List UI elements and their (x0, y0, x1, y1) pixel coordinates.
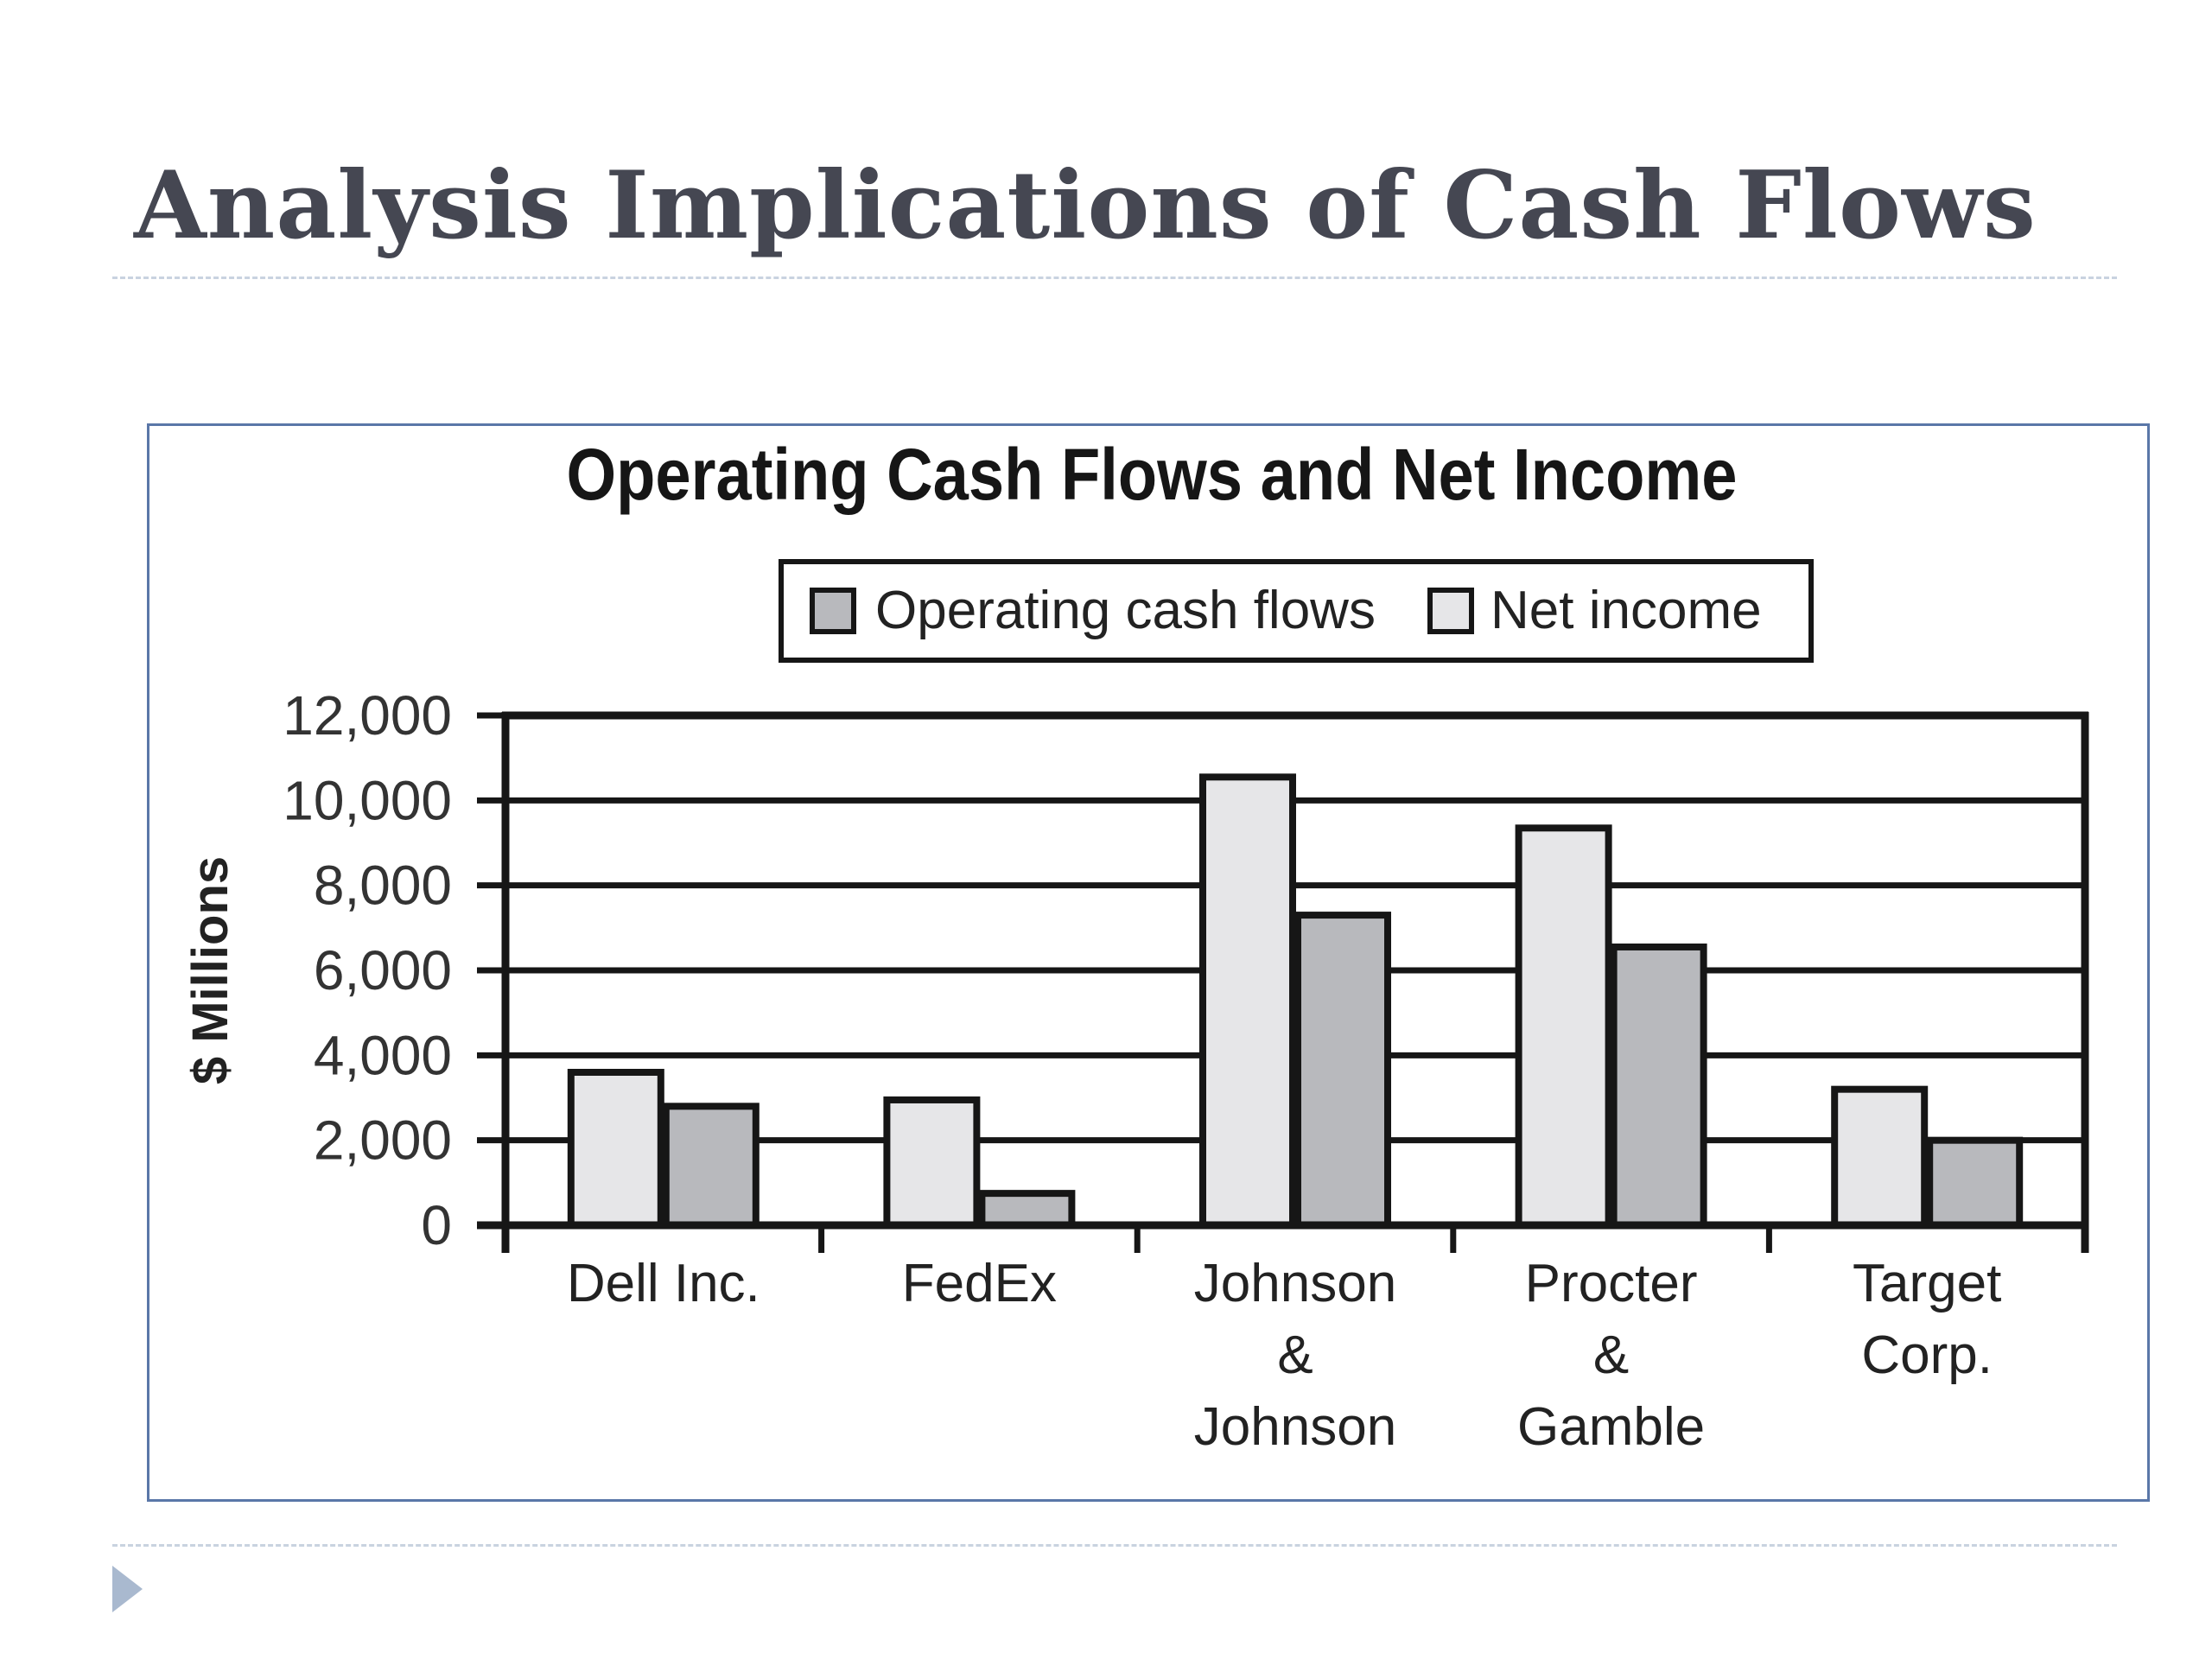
title-divider (112, 276, 2117, 279)
bar-net-income (883, 1096, 981, 1229)
bullet-arrow-icon (112, 1566, 143, 1612)
legend-swatch-net-income (1427, 588, 1474, 634)
bar-net-income (1199, 773, 1296, 1229)
x-category-label: Gamble (1517, 1397, 1705, 1457)
legend-label-operating-cash-flows: Operating cash flows (875, 581, 1376, 640)
y-tick-label: 6,000 (314, 939, 452, 1001)
bar-net-income (1515, 824, 1612, 1229)
y-tick-label: 2,000 (314, 1109, 452, 1172)
legend-label-net-income: Net income (1491, 581, 1762, 640)
y-tick-label: 10,000 (283, 769, 452, 831)
chart-svg: Operating Cash Flows and Net Income Oper… (182, 434, 2089, 1457)
x-category-label: & (1593, 1325, 1629, 1385)
x-category-label: Johnson (1194, 1397, 1396, 1457)
y-tick-label: 0 (421, 1194, 452, 1256)
bar-net-income (1831, 1085, 1929, 1230)
bar-net-income (567, 1069, 664, 1229)
bar-operating-cash-flows (1926, 1136, 2024, 1230)
bar-operating-cash-flows (978, 1190, 1076, 1229)
legend-swatch-operating-cash-flows (810, 588, 856, 634)
category-labels: Dell Inc. FedEx Johnson & Johnson Procter & Gam… (567, 1254, 2002, 1457)
slide-title: Analysis Implications of Cash Flows (134, 151, 2037, 260)
x-category-label: Johnson (1194, 1254, 1396, 1313)
x-category-label: & (1277, 1325, 1313, 1385)
y-axis-ticks: 0 2,000 4,000 6,000 8,000 10,000 12,000 (283, 684, 505, 1256)
bars (567, 773, 2024, 1230)
bar-operating-cash-flows (1294, 912, 1391, 1229)
x-category-label: Procter (1525, 1254, 1698, 1313)
chart-title: Operating Cash Flows and Net Income (567, 434, 1738, 515)
legend: Operating cash flows Net income (779, 559, 1814, 663)
y-tick-label: 8,000 (314, 855, 452, 917)
axes (477, 711, 2089, 1253)
footer-divider (112, 1544, 2117, 1547)
legend-box (779, 559, 1814, 663)
x-category-label: Dell Inc. (567, 1254, 760, 1313)
x-category-label: Corp. (1861, 1325, 1993, 1385)
chart-frame: Operating Cash Flows and Net Income Oper… (147, 423, 2150, 1502)
x-category-label: FedEx (902, 1254, 1057, 1313)
bar-operating-cash-flows (1610, 943, 1707, 1229)
x-category-label: Target (1853, 1254, 2001, 1313)
y-tick-label: 12,000 (283, 684, 452, 747)
y-tick-label: 4,000 (314, 1024, 452, 1086)
bar-operating-cash-flows (662, 1103, 760, 1229)
y-axis-title: $ Millions (182, 856, 238, 1084)
